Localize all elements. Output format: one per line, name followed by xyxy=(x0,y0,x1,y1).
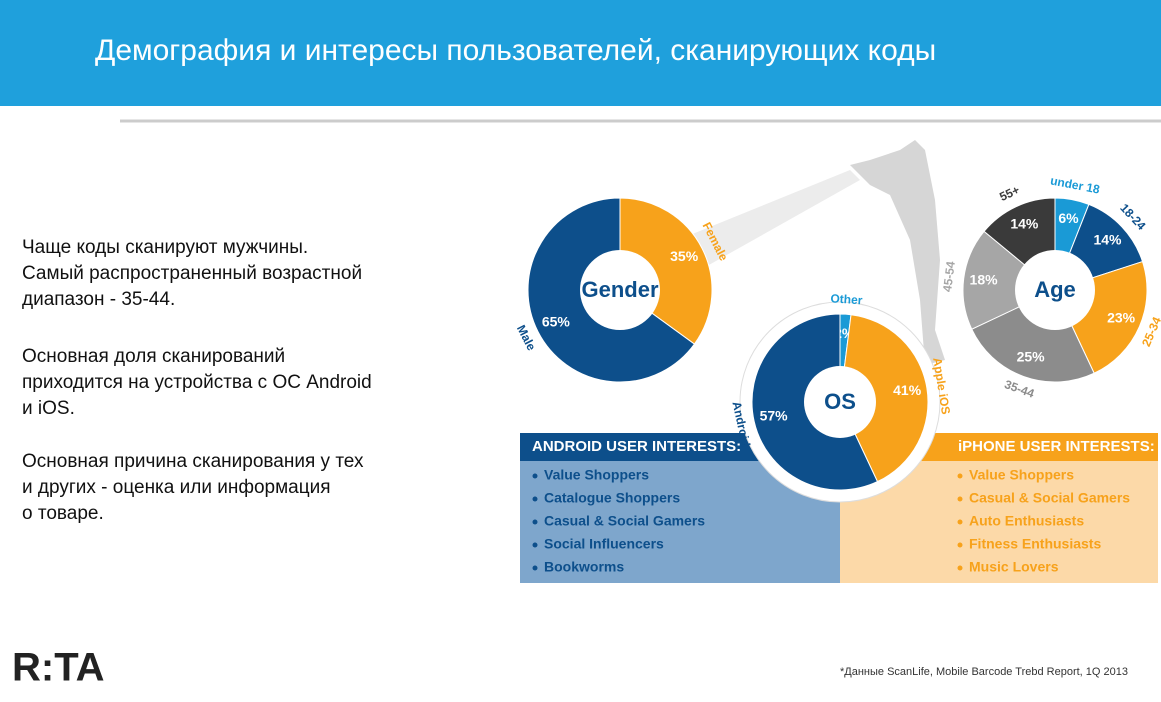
donut-hole xyxy=(804,366,876,438)
bullet xyxy=(532,565,538,571)
donut-label: Age xyxy=(1034,277,1076,302)
header-band xyxy=(0,0,1161,106)
slice-value: 65% xyxy=(542,313,571,329)
interest-item: Auto Enthusiasts xyxy=(969,513,1084,529)
body-text: Чаще коды сканируют мужчины. xyxy=(22,237,308,258)
donut-slice xyxy=(619,197,713,345)
logo: R:TA xyxy=(12,646,105,690)
bullet xyxy=(532,496,538,502)
slice-value: 18% xyxy=(970,272,999,288)
donut-hole xyxy=(580,250,660,330)
slice-value: 14% xyxy=(1093,231,1122,247)
footnote: *Данные ScanLife, Mobile Barcode Trebd R… xyxy=(840,666,1128,678)
interest-item: Social Influencers xyxy=(544,536,664,552)
header-title: Демография и интересы пользователей, ска… xyxy=(95,34,936,67)
bullet xyxy=(957,542,963,548)
interest-item: Catalogue Shoppers xyxy=(544,490,680,506)
slice-name: 45-54 xyxy=(940,260,958,293)
slice-value: 25% xyxy=(1017,348,1046,364)
slice-value: 14% xyxy=(1010,216,1039,232)
slice-name: under 18 xyxy=(1049,174,1101,197)
bullet xyxy=(957,519,963,525)
slice-name: 35-44 xyxy=(1003,377,1037,401)
bullet xyxy=(957,473,963,479)
slice-value: 41% xyxy=(893,382,922,398)
bullet xyxy=(532,473,538,479)
donut-slice xyxy=(962,230,1056,330)
body-text: Основная причина сканирования у тех xyxy=(22,451,364,472)
android-title: ANDROID USER INTERESTS: xyxy=(532,438,741,455)
bullet xyxy=(532,542,538,548)
donut-label: OS xyxy=(824,389,856,414)
slice-name: 55+ xyxy=(997,183,1021,204)
slice-value: 23% xyxy=(1107,309,1136,325)
slice-value: 35% xyxy=(670,248,699,264)
interest-item: Casual & Social Gamers xyxy=(969,490,1130,506)
body-text: диапазон - 35-44. xyxy=(22,289,175,310)
slice-name: Male xyxy=(514,323,539,353)
bullet xyxy=(532,519,538,525)
body-text: Основная доля сканирований xyxy=(22,346,285,367)
interest-item: Value Shoppers xyxy=(969,467,1074,483)
silhouette xyxy=(850,140,945,365)
slice-value: 57% xyxy=(760,408,789,424)
interest-item: Bookworms xyxy=(544,559,624,575)
interest-item: Music Lovers xyxy=(969,559,1059,575)
interest-item: Value Shoppers xyxy=(544,467,649,483)
beam xyxy=(690,170,860,270)
body-text: приходится на устройства с ОС Android xyxy=(22,372,372,393)
interest-item: Fitness Enthusiasts xyxy=(969,536,1101,552)
donut-hole xyxy=(1015,250,1095,330)
bullet xyxy=(957,565,963,571)
slice-name: Other xyxy=(830,291,863,307)
bullet xyxy=(957,496,963,502)
slice-value: 6% xyxy=(1058,210,1079,226)
body-text: и iOS. xyxy=(22,398,75,419)
body-text: и других - оценка или информация xyxy=(22,477,331,498)
body-text: о товаре. xyxy=(22,503,104,524)
iphone-title: iPHONE USER INTERESTS: xyxy=(958,438,1155,455)
body-text: Самый распространенный возрастной xyxy=(22,263,362,284)
donut-label: Gender xyxy=(581,277,658,302)
interest-item: Casual & Social Gamers xyxy=(544,513,705,529)
donut-slice xyxy=(839,314,929,483)
